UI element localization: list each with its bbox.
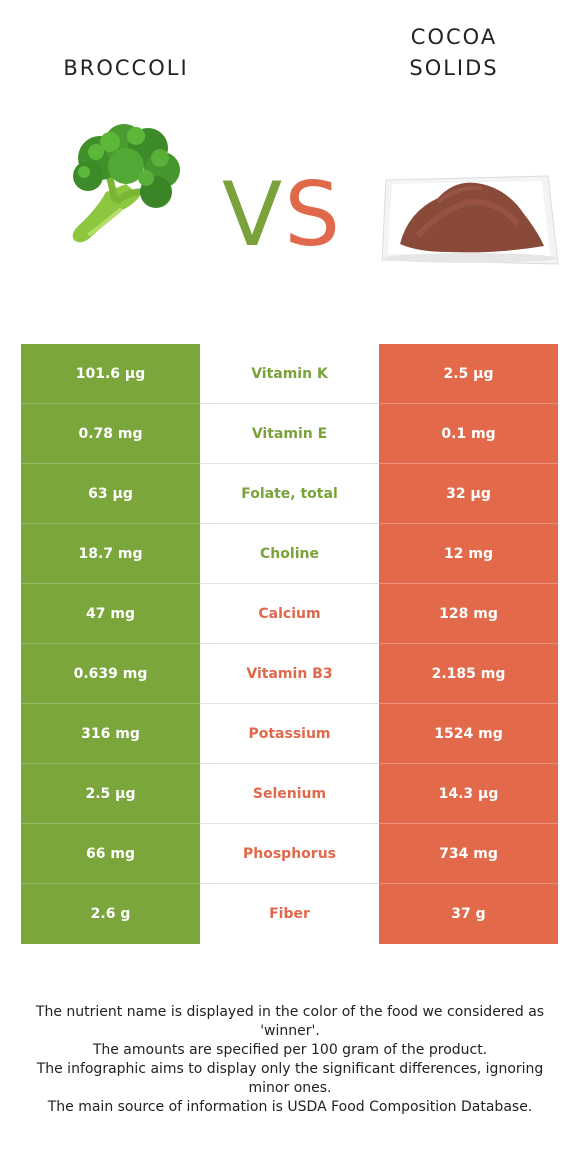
nutrient-name-cell: Vitamin B3 [200,644,379,704]
cocoa-value-cell: 2.185 mg [379,644,558,704]
cocoa-value-cell: 734 mg [379,824,558,884]
broccoli-value-cell: 18.7 mg [21,524,200,584]
left-food-title: BROCCOLI [16,53,236,84]
right-food-title-line-1: COCOA [410,25,498,49]
broccoli-value-cell: 0.639 mg [21,644,200,704]
footer-note-winner: The nutrient name is displayed in the co… [35,1004,545,1039]
nutrient-name-cell: Potassium [200,704,379,764]
table-row: 316 mg Potassium 1524 mg [21,704,558,764]
broccoli-value-cell: 2.6 g [21,884,200,944]
broccoli-value-cell: 63 µg [21,464,200,524]
nutrient-name-cell: Vitamin E [200,404,379,464]
vs-letter-v: V [222,163,285,266]
cocoa-solids-image [381,175,559,265]
vs-letter-s: S [284,163,343,266]
table-row: 2.5 µg Selenium 14.3 µg [21,764,558,824]
broccoli-value-cell: 66 mg [21,824,200,884]
footer-note-aims: The infographic aims to display only the… [36,1061,544,1096]
broccoli-value-cell: 316 mg [21,704,200,764]
broccoli-value-cell: 47 mg [21,584,200,644]
cocoa-value-cell: 37 g [379,884,558,944]
nutrient-name-cell: Vitamin K [200,344,379,404]
table-row: 0.78 mg Vitamin E 0.1 mg [21,404,558,464]
table-row: 66 mg Phosphorus 734 mg [21,824,558,884]
broccoli-image [72,124,180,243]
broccoli-value-cell: 0.78 mg [21,404,200,464]
table-row: 0.639 mg Vitamin B3 2.185 mg [21,644,558,704]
table-row: 47 mg Calcium 128 mg [21,584,558,644]
nutrient-name-cell: Choline [200,524,379,584]
nutrient-name-cell: Folate, total [200,464,379,524]
cocoa-value-cell: 32 µg [379,464,558,524]
footer-note-source: The main source of information is USDA F… [47,1099,533,1115]
broccoli-value-cell: 2.5 µg [21,764,200,824]
cocoa-value-cell: 12 mg [379,524,558,584]
table-row: 18.7 mg Choline 12 mg [21,524,558,584]
cocoa-value-cell: 2.5 µg [379,344,558,404]
nutrient-name-cell: Selenium [200,764,379,824]
footer-notes: The nutrient name is displayed in the co… [20,1003,560,1117]
nutrient-name-cell: Fiber [200,884,379,944]
footer-note-amounts: The amounts are specified per 100 gram o… [92,1042,488,1058]
nutrient-name-cell: Calcium [200,584,379,644]
table-row: 2.6 g Fiber 37 g [21,884,558,944]
nutrient-name-cell: Phosphorus [200,824,379,884]
cocoa-value-cell: 1524 mg [379,704,558,764]
broccoli-value-cell: 101.6 µg [21,344,200,404]
vs-label: VS [222,168,342,262]
right-food-title: COCOA SOLIDS [344,22,564,84]
cocoa-value-cell: 0.1 mg [379,404,558,464]
table-row: 63 µg Folate, total 32 µg [21,464,558,524]
right-food-title-line-2: SOLIDS [409,56,499,80]
cocoa-value-cell: 14.3 µg [379,764,558,824]
left-food-title-line: BROCCOLI [63,56,189,80]
cocoa-value-cell: 128 mg [379,584,558,644]
table-row: 101.6 µg Vitamin K 2.5 µg [21,344,558,404]
